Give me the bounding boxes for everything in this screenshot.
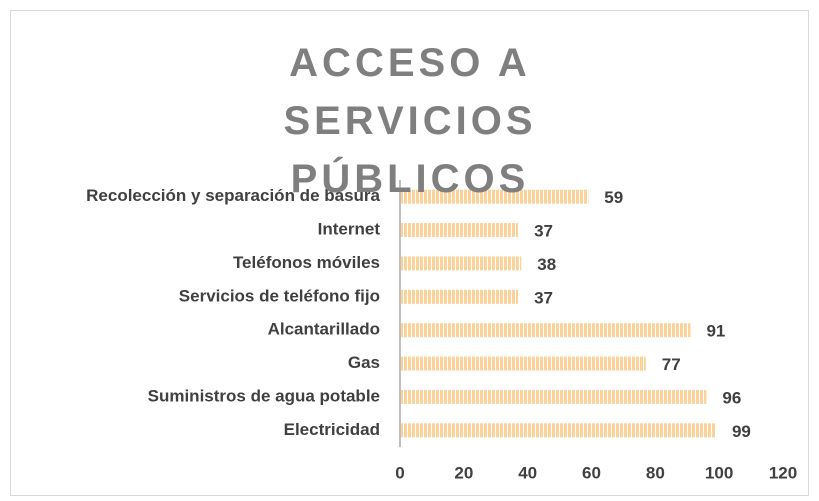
y-tick-label: Suministros de agua potable: [148, 386, 380, 405]
bar: [400, 423, 716, 438]
value-label: 38: [537, 255, 556, 274]
chart-title: ACCESO A SERVICIOS PÚBLICOS: [283, 41, 537, 201]
y-tick-label: Gas: [348, 353, 380, 372]
x-tick-label: 40: [518, 463, 537, 482]
bar: [400, 289, 519, 304]
bar: [400, 256, 522, 271]
x-tick-label: 100: [705, 463, 733, 482]
value-label: 37: [534, 288, 553, 307]
y-tick-label: Recolección y separación de basura: [86, 186, 380, 205]
y-tick-label: Alcantarillado: [268, 320, 380, 339]
value-label: 59: [604, 188, 623, 207]
bar: [400, 223, 519, 238]
y-tick-label: Teléfonos móviles: [233, 253, 380, 272]
value-label: 96: [722, 388, 741, 407]
y-tick-label: Electricidad: [284, 420, 380, 439]
x-tick-label: 0: [395, 463, 404, 482]
y-tick-label: Servicios de teléfono fijo: [179, 286, 380, 305]
x-tick-label: 60: [582, 463, 601, 482]
bar: [400, 389, 707, 404]
bar: [400, 356, 646, 371]
x-tick-label: 120: [769, 463, 797, 482]
x-tick-label: 80: [646, 463, 665, 482]
y-tick-label: Internet: [318, 220, 381, 239]
chart-border: [10, 10, 809, 496]
bar: [400, 189, 589, 204]
value-label: 77: [662, 355, 681, 374]
value-label: 37: [534, 222, 553, 241]
x-tick-label: 20: [454, 463, 473, 482]
bar: [400, 323, 691, 338]
value-label: 99: [732, 422, 751, 441]
value-label: 91: [706, 322, 725, 341]
